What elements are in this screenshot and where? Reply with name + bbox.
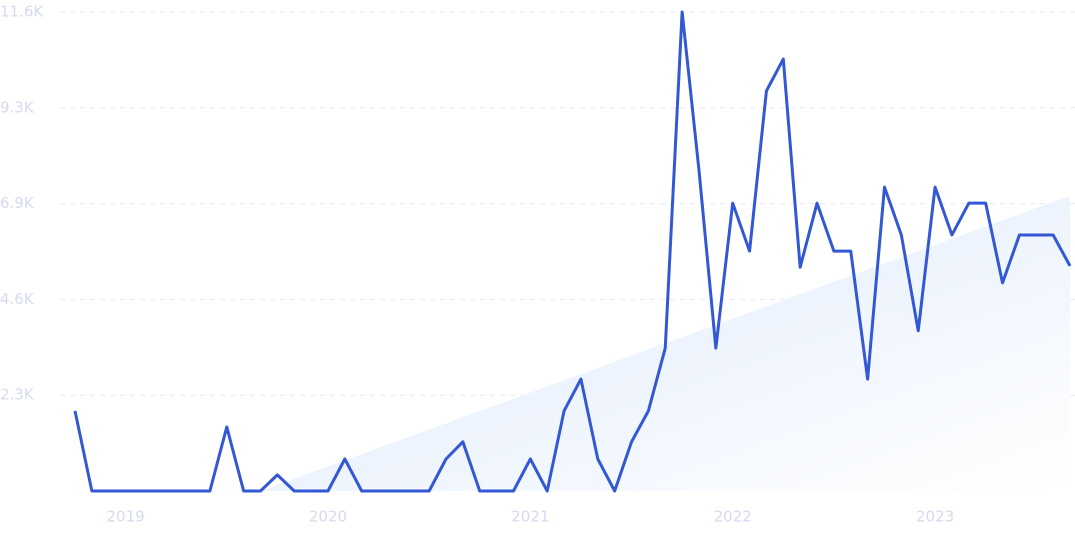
x-tick-label: 2019 <box>106 508 144 526</box>
x-tick-label: 2020 <box>309 508 347 526</box>
x-tick-label: 2023 <box>916 508 954 526</box>
x-tick-label: 2022 <box>714 508 752 526</box>
x-tick-label: 2021 <box>511 508 549 526</box>
y-tick-label: 6.9K <box>0 194 35 212</box>
y-tick-label: 11.6K <box>0 3 44 21</box>
line <box>73 10 1072 493</box>
y-tick-label: 2.3K <box>0 386 35 404</box>
y-tick-label: 4.6K <box>0 290 35 308</box>
y-tick-label: 9.3K <box>0 98 35 116</box>
